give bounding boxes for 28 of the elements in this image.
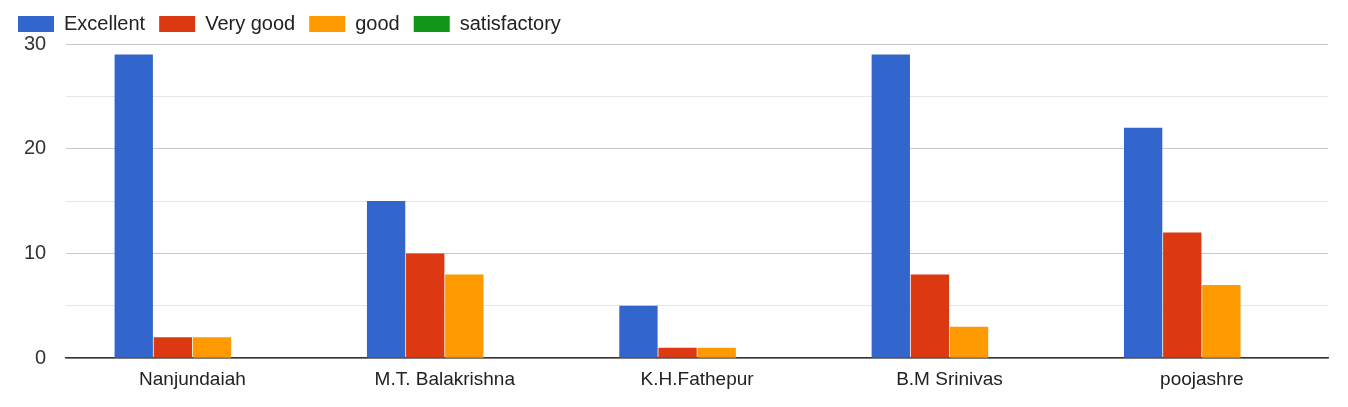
x-tick-label: M.T. Balakrishna — [374, 367, 516, 389]
bar — [1202, 284, 1241, 358]
bar — [658, 347, 697, 358]
y-tick-label: 0 — [35, 345, 47, 368]
bar — [871, 54, 910, 358]
bar — [445, 274, 484, 358]
bar — [619, 305, 658, 358]
x-tick-label: K.H.Fathepur — [640, 367, 755, 389]
y-tick-label: 30 — [24, 31, 47, 54]
bar — [366, 201, 406, 358]
bar — [406, 253, 445, 358]
bar — [1163, 232, 1202, 358]
bar — [949, 326, 989, 358]
legend-label: Very good — [205, 11, 296, 34]
x-tick-label: poojashre — [1160, 367, 1244, 389]
legend-label: satisfactory — [459, 11, 561, 34]
y-tick-label: 20 — [24, 136, 47, 159]
bar — [910, 274, 950, 358]
bar — [153, 337, 193, 358]
bar — [697, 347, 736, 358]
bar — [114, 54, 153, 358]
x-tick-label: Nanjundaiah — [139, 367, 246, 389]
legend-label: good — [355, 11, 400, 34]
bar — [192, 337, 232, 358]
legend-label: Excellent — [64, 11, 146, 34]
bar — [1123, 127, 1163, 358]
y-tick-label: 10 — [24, 240, 47, 263]
x-tick-label: B.M Srinivas — [896, 367, 1003, 389]
